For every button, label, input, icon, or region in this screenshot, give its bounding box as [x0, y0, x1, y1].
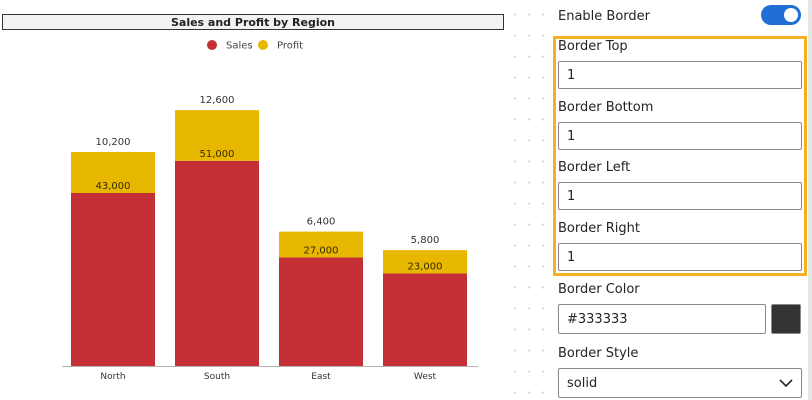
bar-sales-west: [383, 273, 467, 366]
border-right-label: Border Right: [558, 221, 640, 236]
x-tick-label-east: East: [311, 372, 331, 382]
bar-sales-east: [279, 257, 363, 366]
border-top-label: Border Top: [558, 39, 628, 54]
legend-label-profit: Profit: [277, 41, 303, 52]
border-style-value: solid: [567, 375, 598, 391]
border-color-label: Border Color: [558, 282, 640, 297]
pane-scrollbar[interactable]: [808, 0, 812, 400]
legend-marker-sales: [207, 40, 217, 50]
legend-label-sales: Sales: [226, 41, 253, 52]
enable-border-label: Enable Border: [558, 9, 650, 24]
bar-profit-east: [279, 231, 363, 258]
border-bottom-label: Border Bottom: [558, 100, 654, 115]
bar-profit-south: [175, 110, 259, 161]
data-label-sales-west: 23,000: [408, 261, 443, 272]
legend-marker-profit: [258, 40, 268, 50]
chart-title: Sales and Profit by Region: [2, 14, 504, 30]
border-bottom-input[interactable]: [558, 122, 802, 150]
border-style-label: Border Style: [558, 346, 639, 361]
canvas-dot-grid: [508, 0, 548, 400]
x-tick-label-north: North: [100, 372, 125, 382]
bar-profit-north: [71, 151, 155, 193]
border-right-input[interactable]: [558, 243, 802, 271]
format-pane: Enable Border Border Top Border Bottom B…: [548, 0, 812, 400]
border-color-input[interactable]: [558, 304, 766, 334]
chart-svg: Sales Profit 43,000 10,200 North 51,000 12,600…: [62, 40, 478, 382]
data-label-profit-south: 12,600: [200, 95, 235, 106]
data-label-sales-south: 51,000: [200, 149, 235, 160]
chevron-down-icon: [779, 378, 793, 388]
data-label-profit-west: 5,800: [411, 235, 440, 246]
bar-sales-north: [71, 193, 155, 366]
data-label-profit-north: 10,200: [96, 137, 131, 148]
data-label-profit-east: 6,400: [307, 217, 336, 228]
bar-sales-south: [175, 160, 259, 366]
border-left-label: Border Left: [558, 160, 631, 175]
bar-profit-west: [383, 250, 467, 274]
border-style-select[interactable]: solid: [558, 368, 802, 398]
border-top-input[interactable]: [558, 61, 802, 89]
x-tick-label-south: South: [204, 372, 230, 382]
border-color-swatch[interactable]: [771, 304, 801, 334]
x-tick-label-west: West: [414, 372, 437, 382]
toggle-knob: [784, 8, 798, 22]
enable-border-toggle[interactable]: [761, 5, 801, 25]
border-left-input[interactable]: [558, 182, 802, 210]
data-label-sales-north: 43,000: [96, 181, 131, 192]
chart-area: Sales and Profit by Region Sales Profit 43…: [2, 14, 504, 382]
data-label-sales-east: 27,000: [304, 245, 339, 256]
